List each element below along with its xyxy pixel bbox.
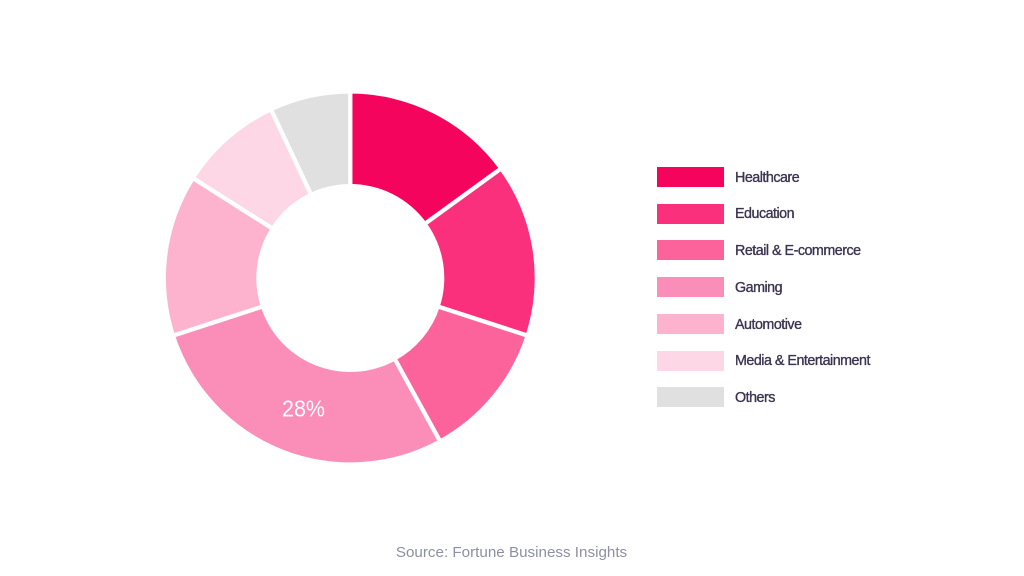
svg-text:28%: 28%	[282, 396, 325, 422]
